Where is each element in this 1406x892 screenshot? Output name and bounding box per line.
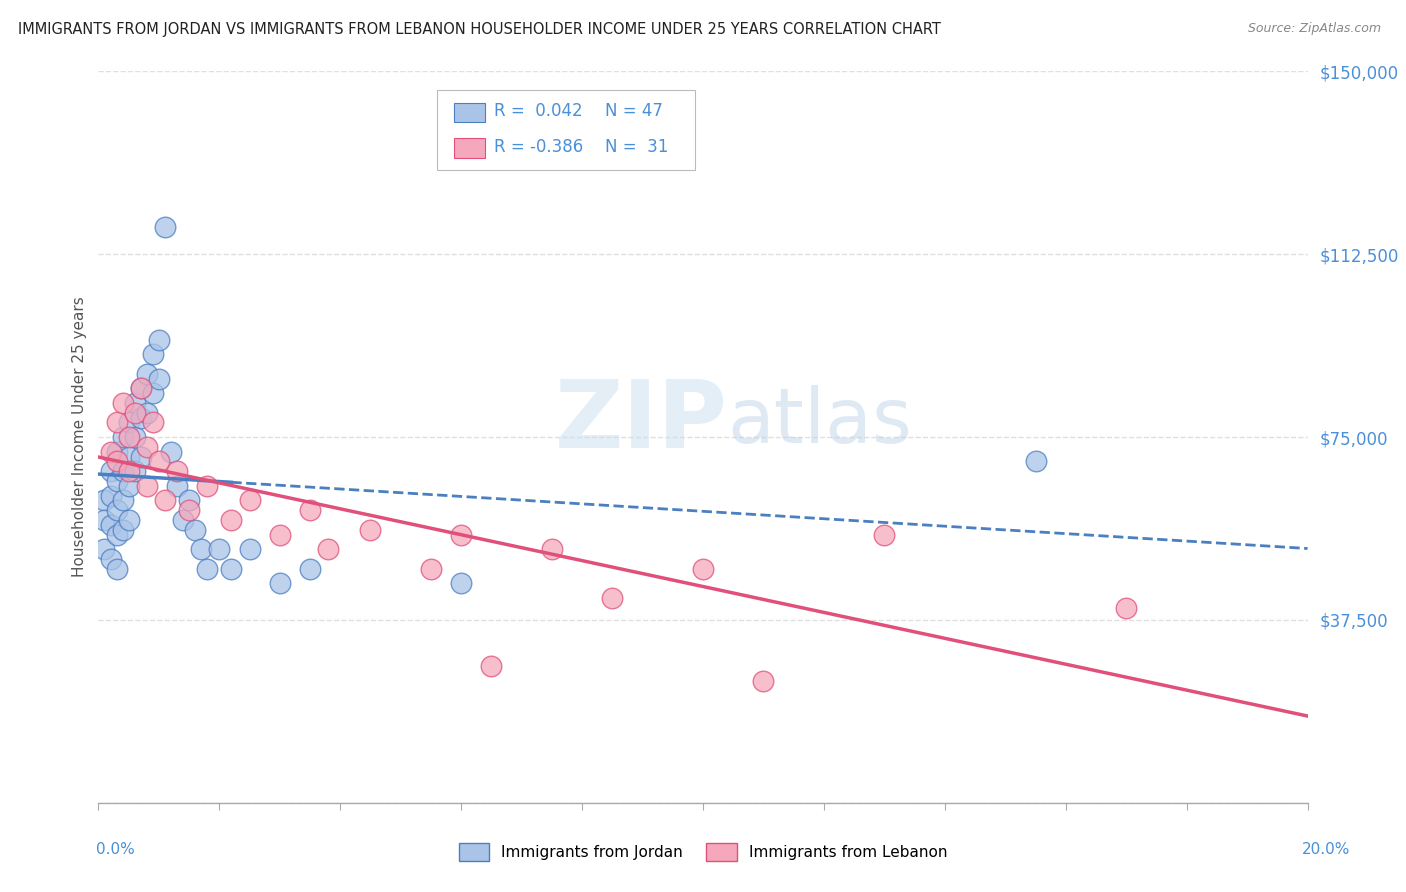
Point bbox=[135, 440, 157, 454]
Point bbox=[105, 503, 128, 517]
Point bbox=[195, 479, 218, 493]
Point bbox=[105, 444, 128, 458]
Text: atlas: atlas bbox=[727, 385, 912, 459]
Point bbox=[118, 479, 141, 493]
Point bbox=[269, 527, 291, 541]
Legend: Immigrants from Jordan, Immigrants from Lebanon: Immigrants from Jordan, Immigrants from … bbox=[451, 836, 955, 868]
Point bbox=[93, 513, 115, 527]
Point bbox=[129, 410, 152, 425]
Point bbox=[105, 562, 128, 576]
Point bbox=[481, 659, 503, 673]
Point bbox=[148, 454, 170, 468]
Point bbox=[118, 464, 141, 478]
Point bbox=[166, 464, 188, 478]
Point bbox=[179, 503, 201, 517]
Point bbox=[221, 562, 243, 576]
Point bbox=[135, 406, 157, 420]
Text: 0.0%: 0.0% bbox=[96, 842, 135, 856]
Point bbox=[105, 527, 128, 541]
Text: R =  0.042: R = 0.042 bbox=[494, 103, 582, 120]
Point bbox=[100, 552, 122, 566]
Point bbox=[129, 381, 152, 395]
Point bbox=[100, 517, 122, 532]
Text: 20.0%: 20.0% bbox=[1302, 842, 1350, 856]
Point bbox=[142, 386, 165, 401]
Point bbox=[118, 416, 141, 430]
Text: IMMIGRANTS FROM JORDAN VS IMMIGRANTS FROM LEBANON HOUSEHOLDER INCOME UNDER 25 YE: IMMIGRANTS FROM JORDAN VS IMMIGRANTS FRO… bbox=[18, 22, 941, 37]
Point bbox=[450, 527, 472, 541]
Point bbox=[692, 562, 714, 576]
Point bbox=[105, 474, 128, 488]
Point bbox=[299, 503, 322, 517]
Point bbox=[239, 542, 262, 557]
Point bbox=[105, 416, 128, 430]
Point bbox=[129, 450, 152, 464]
Point bbox=[420, 562, 443, 576]
Point bbox=[129, 381, 152, 395]
Point bbox=[160, 444, 183, 458]
Point bbox=[184, 523, 207, 537]
Point bbox=[299, 562, 322, 576]
Text: ZIP: ZIP bbox=[554, 376, 727, 468]
Point bbox=[195, 562, 218, 576]
Point bbox=[153, 493, 176, 508]
Text: N =  31: N = 31 bbox=[605, 138, 668, 156]
Point bbox=[111, 493, 134, 508]
Point bbox=[142, 416, 165, 430]
Point bbox=[93, 493, 115, 508]
Point bbox=[190, 542, 212, 557]
Point bbox=[111, 464, 134, 478]
Point bbox=[1115, 600, 1137, 615]
Point bbox=[100, 464, 122, 478]
Point bbox=[208, 542, 231, 557]
Point bbox=[118, 450, 141, 464]
Point bbox=[752, 673, 775, 688]
Point bbox=[873, 527, 896, 541]
Point bbox=[124, 396, 146, 410]
Y-axis label: Householder Income Under 25 years: Householder Income Under 25 years bbox=[72, 297, 87, 577]
Point bbox=[239, 493, 262, 508]
Point bbox=[100, 444, 122, 458]
Point bbox=[172, 513, 194, 527]
Point bbox=[111, 523, 134, 537]
Point bbox=[118, 513, 141, 527]
Point bbox=[111, 396, 134, 410]
Point bbox=[142, 347, 165, 361]
Point bbox=[540, 542, 562, 557]
Point bbox=[135, 367, 157, 381]
Text: Source: ZipAtlas.com: Source: ZipAtlas.com bbox=[1247, 22, 1381, 36]
Point bbox=[124, 464, 146, 478]
Point bbox=[105, 454, 128, 468]
Point bbox=[118, 430, 141, 444]
Point bbox=[221, 513, 243, 527]
Point bbox=[148, 333, 170, 347]
Point bbox=[124, 430, 146, 444]
Point bbox=[148, 371, 170, 385]
Point bbox=[135, 479, 157, 493]
Point bbox=[124, 406, 146, 420]
Point bbox=[179, 493, 201, 508]
Point bbox=[269, 576, 291, 591]
Text: N = 47: N = 47 bbox=[605, 103, 662, 120]
Point bbox=[1024, 454, 1046, 468]
Point bbox=[111, 430, 134, 444]
Text: R = -0.386: R = -0.386 bbox=[494, 138, 582, 156]
Point bbox=[360, 523, 382, 537]
Point bbox=[450, 576, 472, 591]
Point bbox=[602, 591, 624, 605]
Point bbox=[93, 542, 115, 557]
Point bbox=[166, 479, 188, 493]
Point bbox=[153, 220, 176, 235]
Point bbox=[316, 542, 339, 557]
Point bbox=[100, 489, 122, 503]
